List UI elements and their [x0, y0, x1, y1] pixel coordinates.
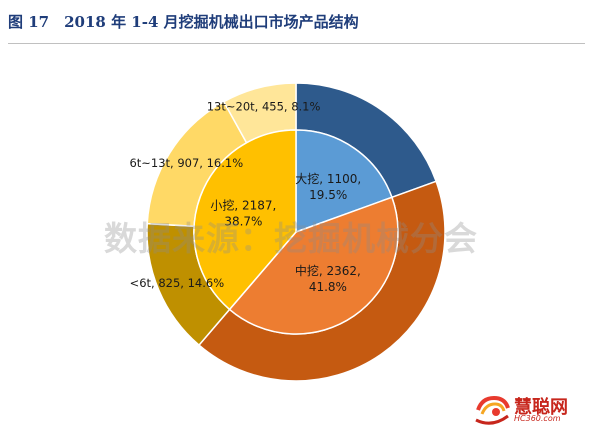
inner-label-中挖-line1: 中挖, 2362, — [295, 263, 361, 278]
watermark-text: 数据来源：挖掘机械分会 — [104, 219, 478, 258]
chart-title: 图 17 2018 年 1-4 月挖掘机械出口市场产品结构 — [8, 13, 359, 31]
inner-slice-2 — [193, 129, 297, 311]
logo-sub: HC360.com — [514, 414, 561, 423]
inner-slice-1 — [228, 196, 399, 335]
title-divider — [8, 43, 585, 44]
inner-label-小挖-line1: 小挖, 2187, — [210, 198, 276, 213]
inner-slice-0 — [295, 129, 393, 234]
outer-label-6t-13t: 6t~13t, 907, 16.1% — [129, 156, 243, 170]
outer-ring — [146, 82, 446, 382]
inner-label-大挖-line2: 19.5% — [309, 188, 347, 202]
inner-label-大挖-line1: 大挖, 1100, — [295, 171, 361, 186]
brand-logo: 慧聪网 HC360.com — [472, 390, 590, 428]
logo-name: 慧聪网 — [514, 397, 568, 418]
outer-label-6t: <6t, 825, 14.6% — [130, 276, 225, 290]
data-labels: 大挖, 1100, 19.5% 中挖, 2362, 41.8% 小挖, 2187, 38.… — [129, 100, 361, 295]
inner-ring — [193, 129, 399, 335]
outer-label-13t-20t: 13t~20t, 455, 8.1% — [207, 100, 321, 114]
inner-label-小挖-line2: 38.7% — [224, 215, 262, 229]
logo-icon — [475, 395, 510, 425]
inner-label-中挖-line2: 41.8% — [309, 280, 347, 294]
